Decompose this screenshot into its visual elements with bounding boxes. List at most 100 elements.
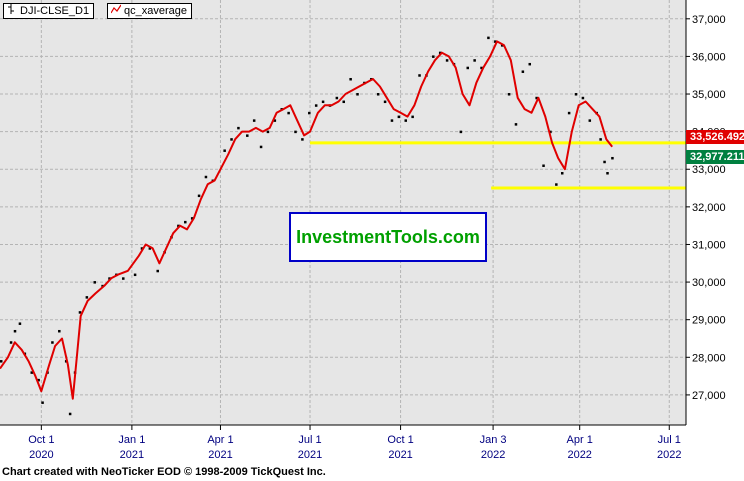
price-dot bbox=[459, 130, 463, 134]
price-dot bbox=[487, 36, 490, 40]
y-tick-label: 33,000 bbox=[692, 164, 726, 176]
x-tick-label: Jan 3 bbox=[480, 434, 507, 446]
legend-item-qc-xaverage[interactable]: qc_xaverage bbox=[107, 3, 192, 19]
price-dot bbox=[13, 329, 17, 333]
price-dot bbox=[78, 311, 82, 314]
price-dot bbox=[603, 160, 606, 164]
x-axis: Oct 1 2020 Jan 1 2021 Apr 1 2021 Jul 1 2021 Oct … bbox=[28, 425, 682, 461]
price-dot bbox=[390, 119, 394, 122]
series-line bbox=[0, 40, 613, 400]
price-label-green: 32,977.211 bbox=[686, 150, 744, 164]
y-tick-label: 29,000 bbox=[692, 315, 726, 327]
price-dot bbox=[432, 55, 435, 58]
price-dot bbox=[148, 247, 152, 250]
price-dot bbox=[301, 138, 304, 141]
x-tick-label: 2022 bbox=[567, 449, 591, 461]
chart-credit: Chart created with NeoTicker EOD © 1998-… bbox=[2, 466, 326, 478]
price-dot bbox=[567, 111, 571, 115]
y-tick-label: 27,000 bbox=[692, 390, 726, 402]
price-dot bbox=[514, 123, 518, 126]
price-dot bbox=[140, 247, 144, 250]
price-dot bbox=[535, 96, 538, 100]
y-axis: 27,000 28,000 29,000 30,000 31,000 32,000 33,0… bbox=[686, 14, 726, 402]
price-dot bbox=[383, 100, 387, 104]
moving-average-line bbox=[0, 40, 613, 400]
legend-item-dji[interactable]: DJI-CLSE_D1 bbox=[3, 3, 95, 19]
price-dot bbox=[528, 62, 532, 66]
price-dot bbox=[273, 119, 277, 122]
price-dot bbox=[68, 412, 72, 416]
price-dot bbox=[190, 217, 194, 220]
price-dot bbox=[9, 341, 13, 344]
price-dot bbox=[349, 77, 352, 81]
price-dot bbox=[611, 156, 614, 160]
y-tick-label: 35,000 bbox=[692, 89, 726, 101]
price-dot bbox=[133, 273, 137, 277]
x-tick-label: Jan 1 bbox=[118, 434, 145, 446]
price-dot bbox=[37, 378, 40, 382]
price-dot bbox=[549, 130, 552, 134]
x-tick-label: Oct 1 bbox=[387, 434, 413, 446]
price-dot bbox=[230, 138, 233, 141]
price-dot bbox=[177, 224, 180, 228]
price-dot bbox=[108, 277, 111, 280]
price-dot bbox=[494, 40, 497, 43]
price-dot bbox=[58, 329, 61, 333]
price-dot bbox=[51, 341, 54, 344]
price-dot bbox=[184, 220, 187, 224]
price-dot bbox=[542, 164, 545, 167]
price-dot bbox=[376, 93, 380, 96]
price-dot bbox=[287, 111, 290, 115]
price-dot bbox=[555, 183, 558, 186]
price-dot bbox=[438, 51, 442, 55]
price-dot bbox=[204, 175, 208, 179]
x-tick-label: 2020 bbox=[29, 449, 53, 461]
price-dot bbox=[356, 93, 359, 96]
x-tick-label: 2022 bbox=[481, 449, 505, 461]
price-dot bbox=[342, 100, 345, 104]
legend-label: qc_xaverage bbox=[124, 5, 187, 17]
price-dot bbox=[93, 281, 96, 284]
price-dot bbox=[259, 145, 263, 149]
price-dot bbox=[473, 59, 476, 62]
price-dot bbox=[397, 115, 401, 119]
price-dot bbox=[252, 119, 256, 122]
price-dot bbox=[404, 119, 407, 122]
price-dot bbox=[30, 371, 33, 374]
y-tick-label: 37,000 bbox=[692, 14, 726, 26]
price-dot bbox=[500, 44, 504, 47]
price-dot bbox=[41, 401, 44, 404]
x-tick-label: 2021 bbox=[388, 449, 412, 461]
price-dot bbox=[197, 194, 201, 198]
price-label-red: 33,526.492 bbox=[686, 130, 744, 144]
x-tick-label: Apr 1 bbox=[567, 434, 593, 446]
x-tick-label: Oct 1 bbox=[28, 434, 54, 446]
price-dot bbox=[156, 269, 159, 273]
price-dot bbox=[560, 172, 564, 175]
x-tick-label: 2021 bbox=[208, 449, 232, 461]
price-dot bbox=[466, 66, 470, 70]
price-dot bbox=[521, 70, 525, 73]
x-tick-label: Jul 1 bbox=[298, 434, 321, 446]
price-dot bbox=[321, 100, 325, 104]
price-dot bbox=[606, 172, 609, 175]
price-dot bbox=[314, 104, 318, 107]
price-dot bbox=[445, 59, 449, 62]
x-tick-label: Apr 1 bbox=[207, 434, 233, 446]
price-dot bbox=[480, 66, 483, 70]
price-dot bbox=[85, 296, 89, 299]
y-tick-label: 32,000 bbox=[692, 202, 726, 214]
price-dot bbox=[266, 130, 270, 134]
price-dot bbox=[335, 96, 339, 100]
x-tick-label: 2021 bbox=[120, 449, 144, 461]
y-tick-label: 28,000 bbox=[692, 352, 726, 364]
support-lines bbox=[310, 141, 686, 190]
line-chart-icon bbox=[110, 4, 122, 18]
price-dot bbox=[294, 130, 297, 134]
watermark-logo: InvestmentTools.com bbox=[289, 212, 487, 262]
price-dot bbox=[237, 126, 240, 130]
price-dot bbox=[507, 93, 511, 96]
y-tick-label: 31,000 bbox=[692, 239, 726, 251]
x-tick-label: 2021 bbox=[298, 449, 322, 461]
